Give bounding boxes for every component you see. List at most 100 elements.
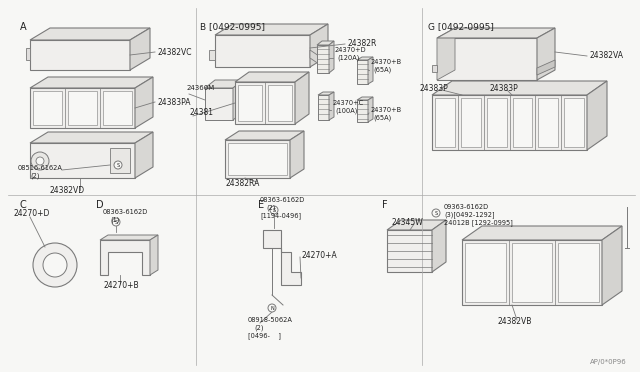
Polygon shape [100,235,158,240]
Polygon shape [461,98,481,147]
Text: (1): (1) [110,217,120,223]
Polygon shape [238,85,262,121]
Polygon shape [357,60,368,84]
Polygon shape [30,40,130,70]
Text: F: F [382,200,388,210]
Polygon shape [26,48,30,60]
Polygon shape [263,230,301,285]
Text: (2): (2) [266,205,275,211]
Polygon shape [462,226,622,240]
Polygon shape [235,82,295,124]
Text: D: D [96,200,104,210]
Text: (3)[0492-1292]: (3)[0492-1292] [444,212,495,218]
Text: 24382VC: 24382VC [157,48,191,57]
Polygon shape [209,50,215,60]
Text: 08918-5062A: 08918-5062A [248,317,293,323]
Circle shape [432,209,440,217]
Polygon shape [437,28,455,80]
Polygon shape [310,50,328,70]
Text: [1194-0496]: [1194-0496] [260,213,301,219]
Polygon shape [150,235,158,275]
Polygon shape [317,45,329,73]
Polygon shape [30,28,150,40]
Polygon shape [318,95,329,120]
Text: S: S [435,211,438,215]
Polygon shape [537,60,555,75]
Polygon shape [357,97,373,100]
Polygon shape [215,35,310,67]
Polygon shape [68,91,97,125]
Polygon shape [233,80,243,120]
Polygon shape [465,243,506,302]
Text: 08363-6162D: 08363-6162D [103,209,148,215]
Polygon shape [310,24,328,67]
Polygon shape [225,140,290,178]
Text: S: S [115,219,118,224]
Polygon shape [30,132,153,143]
Polygon shape [235,72,309,82]
Polygon shape [387,220,446,230]
Polygon shape [30,77,153,88]
Polygon shape [30,88,135,128]
Text: S: S [273,208,276,212]
Text: 24370+B: 24370+B [371,107,402,113]
Polygon shape [130,28,150,70]
Polygon shape [30,143,135,178]
Polygon shape [290,131,304,178]
Text: 24382VD: 24382VD [50,186,85,195]
Polygon shape [135,132,153,178]
Polygon shape [329,92,334,120]
Text: 24382VB: 24382VB [497,317,531,327]
Circle shape [268,304,276,312]
Polygon shape [215,24,328,35]
Text: 24383P: 24383P [490,83,519,93]
Polygon shape [357,57,373,60]
Text: S: S [116,163,120,167]
Polygon shape [432,220,446,272]
Polygon shape [602,226,622,305]
Text: 24012B [1292-0995]: 24012B [1292-0995] [444,219,513,227]
Polygon shape [225,131,304,140]
Circle shape [43,253,67,277]
Polygon shape [368,97,373,122]
Text: 08516-6162A: 08516-6162A [18,165,63,171]
Polygon shape [537,28,555,80]
Text: 24382VA: 24382VA [589,51,623,60]
Text: C: C [20,200,27,210]
Circle shape [33,243,77,287]
Text: (65A): (65A) [373,115,391,121]
Polygon shape [437,28,555,38]
Circle shape [112,218,120,226]
Text: (2): (2) [254,325,264,331]
Polygon shape [329,41,334,73]
Circle shape [114,161,122,169]
Polygon shape [432,95,587,150]
Text: (100A): (100A) [335,108,357,114]
Polygon shape [558,243,599,302]
Text: (120A): (120A) [337,55,360,61]
Text: (65A): (65A) [373,67,391,73]
Polygon shape [587,81,607,150]
Polygon shape [462,240,602,305]
Circle shape [270,206,278,214]
Text: 08363-6162D: 08363-6162D [260,197,305,203]
Polygon shape [318,92,334,95]
Polygon shape [268,85,292,121]
Text: 24383PA: 24383PA [157,97,191,106]
Polygon shape [437,38,537,80]
Text: AP/0*0P96: AP/0*0P96 [590,359,627,365]
Polygon shape [486,98,506,147]
Text: 24370+D: 24370+D [335,47,367,53]
Text: (2): (2) [30,173,40,179]
Text: 09363-6162D: 09363-6162D [444,204,489,210]
Polygon shape [295,72,309,124]
Text: 24382R: 24382R [347,38,376,48]
Circle shape [31,152,49,170]
Polygon shape [100,240,150,275]
Polygon shape [513,98,532,147]
Polygon shape [110,148,130,173]
Text: N: N [270,305,274,311]
Text: 24345W: 24345W [392,218,424,227]
Polygon shape [33,91,62,125]
Circle shape [36,157,44,165]
